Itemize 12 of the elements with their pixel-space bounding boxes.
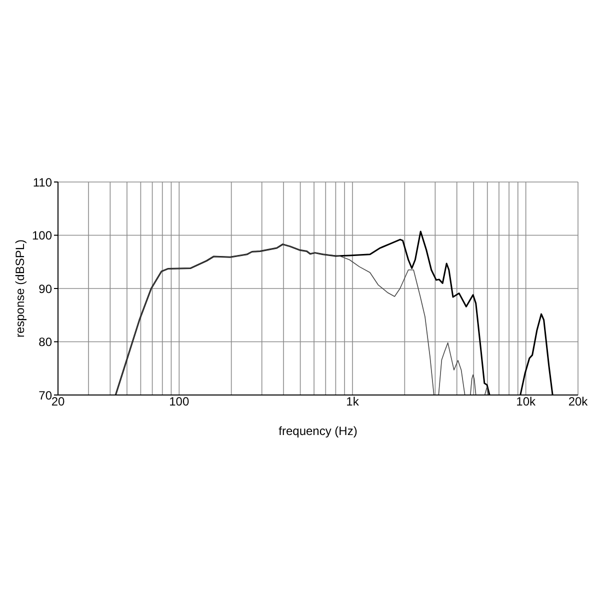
x-axis-title: frequency (Hz) — [278, 424, 358, 438]
y-tick-label: 80 — [38, 335, 52, 350]
x-tick-label: 20 — [51, 394, 65, 409]
y-tick-label: 90 — [38, 282, 52, 296]
x-tick-label: 10k — [516, 394, 536, 409]
y-axis-title: response (dBSPL) — [13, 239, 27, 338]
y-tick-label: 100 — [32, 228, 52, 243]
y-tick-label: 70 — [38, 388, 52, 402]
y-tick-label: 110 — [32, 175, 52, 190]
x-tick-label: 1k — [346, 394, 360, 409]
x-tick-label: 100 — [169, 394, 190, 409]
x-tick-label: 20k — [568, 394, 589, 409]
